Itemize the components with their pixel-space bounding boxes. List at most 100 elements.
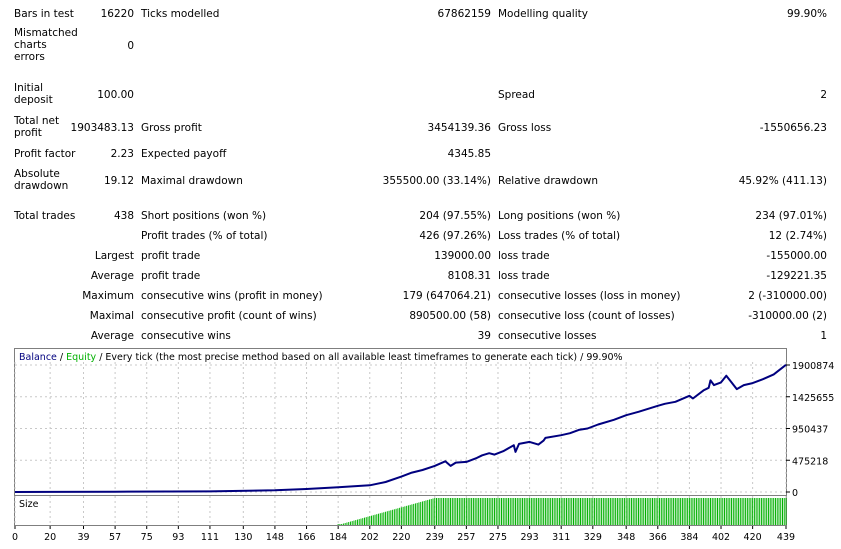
gross-loss-value: -1550656.23 (759, 122, 827, 134)
average-profit-value: 8108.31 (447, 270, 491, 282)
chart-legend: Balance / Equity / Every tick (the most … (19, 352, 623, 364)
x-tick-label: 220 (392, 532, 410, 543)
total-net-profit-value: 1903483.13 (70, 122, 134, 134)
spread-value: 2 (820, 89, 827, 101)
absolute-drawdown-label: Absolute drawdown (14, 168, 69, 192)
gross-profit-value: 3454139.36 (427, 122, 491, 134)
maximum-label: Maximum (82, 290, 134, 302)
bars-in-test-label: Bars in test (14, 8, 74, 20)
x-tick-label: 20 (44, 532, 56, 543)
largest-profit-value: 139000.00 (434, 250, 491, 262)
x-tick-label: 366 (649, 532, 667, 543)
long-positions-value: 234 (97.01%) (755, 210, 827, 222)
x-tick-label: 148 (266, 532, 284, 543)
total-trades-value: 438 (113, 210, 134, 222)
maximal-drawdown-value: 355500.00 (33.14%) (382, 175, 491, 187)
x-tick-label: 348 (617, 532, 635, 543)
balance-chart: 1900874 1425655 950437 475218 0 0 20 39 57 75 93 1… (12, 361, 834, 543)
expected-payoff-label: Expected payoff (141, 148, 227, 160)
legend-sep: / (56, 352, 67, 363)
x-tick-label: 329 (584, 532, 602, 543)
x-tick-label: 402 (712, 532, 730, 543)
modelling-quality-value: 99.90% (786, 8, 827, 20)
y-tick-label: 1900874 (792, 361, 834, 372)
avg-consec-wins-value: 39 (477, 330, 491, 342)
avg-consec-losses-label: consecutive losses (498, 330, 597, 342)
maximal-consec-profit-value: 890500.00 (58) (409, 310, 491, 322)
x-tick-label: 184 (329, 532, 347, 543)
max-consec-wins-value: 179 (647064.21) (402, 290, 491, 302)
x-tick-label: 130 (234, 532, 252, 543)
modelling-quality-label: Modelling quality (498, 8, 588, 20)
legend-balance: Balance (19, 352, 57, 363)
x-tick-label: 275 (489, 532, 507, 543)
x-tick-label: 311 (552, 532, 570, 543)
gross-loss-label: Gross loss (498, 122, 552, 134)
avg-consec-wins-label: consecutive wins (141, 330, 231, 342)
short-positions-label: Short positions (won %) (141, 210, 267, 222)
expected-payoff-value: 4345.85 (447, 148, 491, 160)
x-tick-label: 39 (77, 532, 89, 543)
loss-trades-value: 12 (2.74%) (768, 230, 827, 242)
profit-trades-label: Profit trades (% of total) (141, 230, 268, 242)
x-tick-label: 239 (426, 532, 444, 543)
x-tick-label: 293 (521, 532, 539, 543)
total-trades-label: Total trades (14, 210, 76, 222)
legend-description: / Every tick (the most precise method ba… (96, 352, 623, 363)
maximal-consec-loss-value: -310000.00 (2) (748, 310, 827, 322)
legend-equity: Equity (66, 352, 97, 363)
profit-factor-label: Profit factor (14, 148, 76, 160)
mismatched-label: Mismatched charts errors (14, 27, 78, 63)
max-consec-wins-label: consecutive wins (profit in money) (141, 290, 323, 302)
x-tick-label: 420 (744, 532, 762, 543)
largest-loss-label: loss trade (498, 250, 550, 262)
absolute-drawdown-value: 19.12 (103, 175, 134, 187)
y-tick-label: 0 (792, 488, 798, 499)
initial-deposit-value: 100.00 (97, 89, 134, 101)
short-positions-value: 204 (97.55%) (419, 210, 491, 222)
ticks-modelled-label: Ticks modelled (141, 8, 220, 20)
balance-line (14, 364, 787, 493)
x-tick-label: 75 (141, 532, 153, 543)
average-profit-label: profit trade (141, 270, 201, 282)
max-consec-losses-label: consecutive losses (loss in money) (498, 290, 681, 302)
average-consec-label: Average (90, 330, 134, 342)
size-label: Size (19, 499, 39, 510)
average-loss-value: -129221.35 (766, 270, 827, 282)
x-tick-label: 93 (172, 532, 184, 543)
long-positions-label: Long positions (won %) (498, 210, 621, 222)
total-net-profit-label: Total net profit (14, 115, 60, 139)
initial-deposit-label: Initial deposit (14, 82, 53, 106)
avg-consec-losses-value: 1 (820, 330, 827, 342)
spread-label: Spread (498, 89, 535, 101)
average-loss-label: loss trade (498, 270, 550, 282)
largest-label: Largest (94, 250, 134, 262)
maximal-label: Maximal (89, 310, 134, 322)
y-tick-label: 1425655 (792, 393, 834, 404)
profit-factor-value: 2.23 (110, 148, 134, 160)
relative-drawdown-value: 45.92% (411.13) (738, 175, 827, 187)
max-consec-losses-value: 2 (-310000.00) (748, 290, 827, 302)
y-tick-label: 950437 (792, 425, 828, 436)
x-tick-label: 257 (457, 532, 475, 543)
x-tick-label: 111 (201, 532, 219, 543)
ticks-modelled-value: 67862159 (437, 8, 491, 20)
largest-profit-label: profit trade (141, 250, 201, 262)
bars-in-test-value: 16220 (100, 8, 134, 20)
loss-trades-label: Loss trades (% of total) (498, 230, 621, 242)
x-tick-label: 439 (777, 532, 795, 543)
mismatched-value: 0 (127, 40, 134, 52)
maximal-drawdown-label: Maximal drawdown (141, 175, 243, 187)
largest-loss-value: -155000.00 (766, 250, 827, 262)
x-tick-label: 0 (12, 532, 18, 543)
x-tick-label: 166 (297, 532, 315, 543)
x-tick-label: 384 (680, 532, 698, 543)
x-tick-label: 57 (109, 532, 121, 543)
x-tick-label: 202 (361, 532, 379, 543)
y-tick-label: 475218 (792, 456, 828, 467)
gross-profit-label: Gross profit (141, 122, 202, 134)
average-label: Average (90, 270, 134, 282)
relative-drawdown-label: Relative drawdown (498, 175, 599, 187)
maximal-consec-profit-label: consecutive profit (count of wins) (141, 310, 317, 322)
maximal-consec-loss-label: consecutive loss (count of losses) (498, 310, 675, 322)
